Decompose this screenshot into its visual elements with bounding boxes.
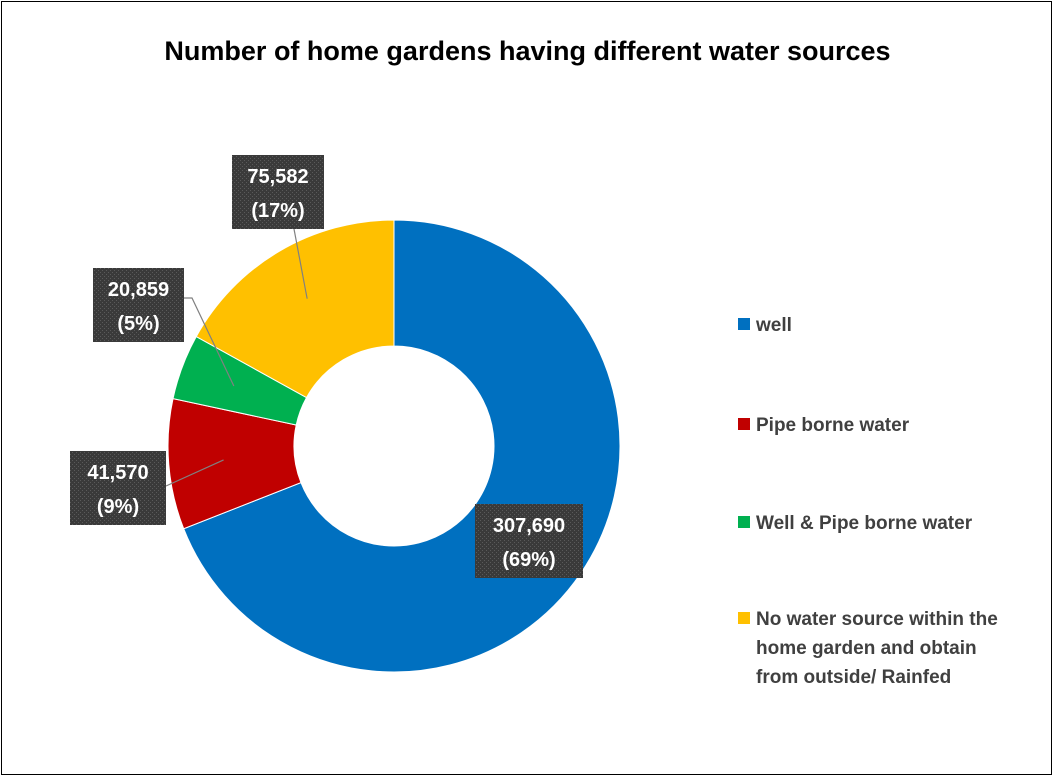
data-label-box <box>93 268 184 342</box>
data-label-percent: (9%) <box>97 496 139 518</box>
legend-swatch <box>738 418 750 430</box>
leader-line-well-and-pipe <box>184 297 235 387</box>
leader-line-pipe-borne-water <box>165 459 224 487</box>
data-label-percent: (5%) <box>117 313 159 335</box>
leader-line-no-water-source <box>293 228 308 299</box>
data-label-box <box>70 451 166 525</box>
data-label-no-water-source: 75,582 (17%) <box>232 155 324 299</box>
chart-title: Number of home gardens having different … <box>164 36 891 66</box>
legend-item-no-water-source: No water source within the home garden an… <box>738 606 1048 692</box>
legend-swatch <box>738 516 750 528</box>
data-label-value: 20,859 <box>108 279 169 301</box>
data-label-pipe-borne-water: 41,570 (9%) <box>70 451 224 525</box>
legend-label: Well & Pipe borne water <box>756 513 973 534</box>
legend-item-well: well <box>738 312 1048 340</box>
legend-swatch <box>738 318 750 330</box>
data-label-value: 41,570 <box>87 462 148 484</box>
data-label-well-and-pipe: 20,859 (5%) <box>93 268 235 387</box>
data-label-box <box>475 504 583 578</box>
data-label-well: 307,690 (69%) <box>475 504 583 578</box>
legend-item-well-and-pipe: Well & Pipe borne water <box>738 510 1048 538</box>
data-label-box <box>232 155 324 229</box>
legend-label: No water source within the home garden an… <box>756 609 998 688</box>
data-label-value: 75,582 <box>247 166 308 188</box>
legend-label: Pipe borne water <box>756 415 910 436</box>
data-label-percent: (69%) <box>502 549 555 571</box>
legend-swatch <box>738 612 750 624</box>
slice-no-water-source <box>195 219 395 399</box>
legend-item-pipe-borne-water: Pipe borne water <box>738 412 1048 440</box>
legend-label: well <box>756 315 792 336</box>
data-label-percent: (17%) <box>251 200 304 222</box>
data-label-value: 307,690 <box>493 515 565 537</box>
